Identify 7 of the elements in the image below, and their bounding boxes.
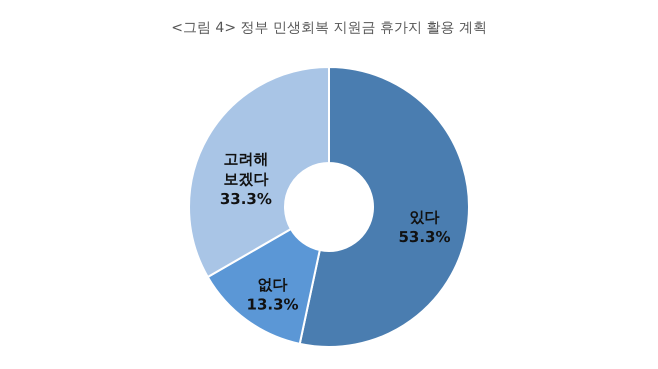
slice-label: 있다 xyxy=(409,208,440,226)
slice-label: 없다 xyxy=(258,276,288,294)
chart-title: <그림 4> 정부 민생회복 지원금 휴가지 활용 계획 xyxy=(171,20,487,36)
data-label: 53.3% xyxy=(398,228,450,246)
slice-label: 고려해 보겠다 xyxy=(223,150,268,188)
data-label: 13.3% xyxy=(246,296,299,314)
data-label: 33.3% xyxy=(220,190,272,208)
